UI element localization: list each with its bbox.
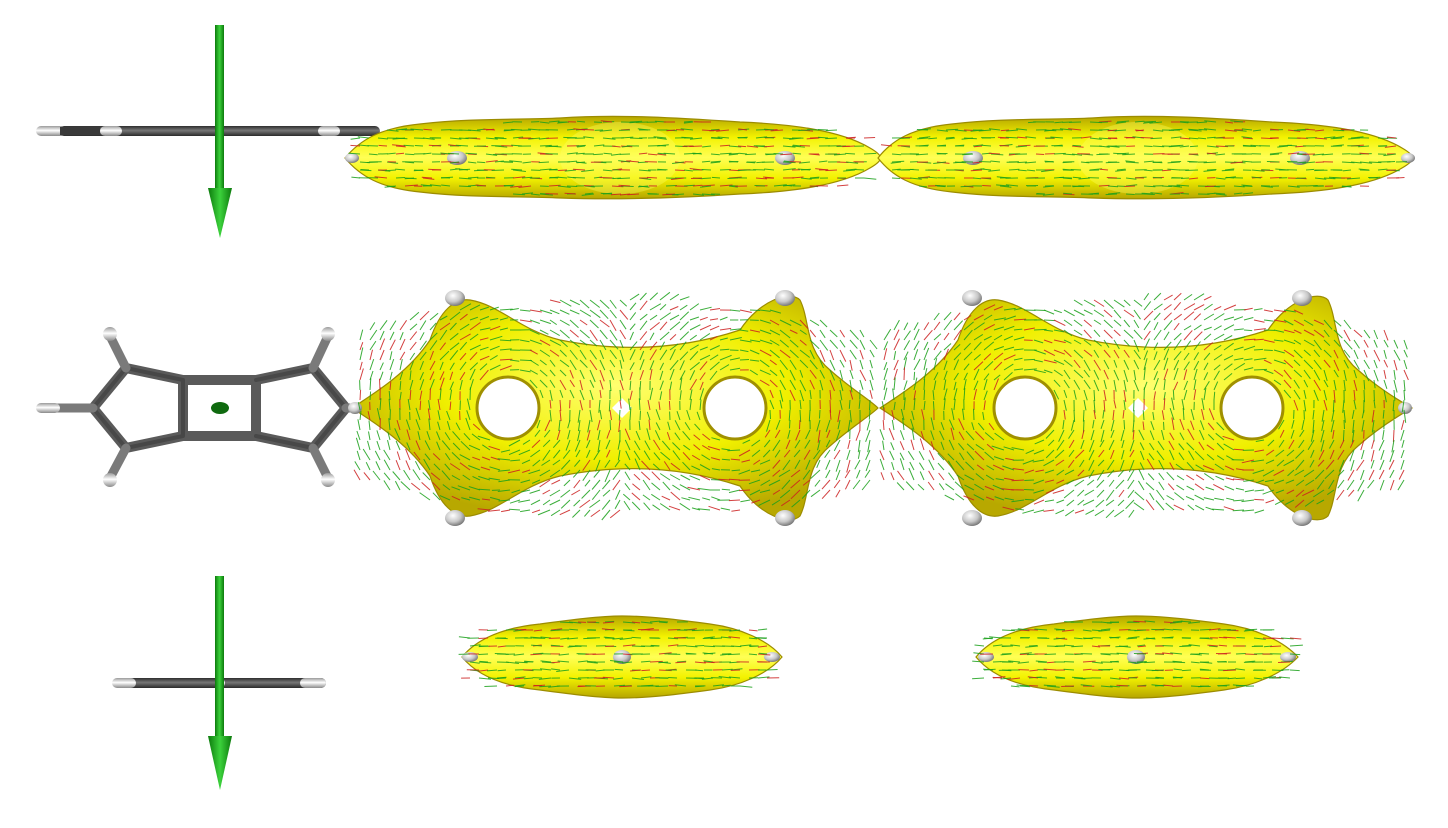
dot-icon [211, 402, 229, 414]
hydrogen-atom [962, 290, 982, 306]
ring-hole [702, 375, 768, 441]
arrow-down-icon [208, 736, 232, 790]
side-view-bond [40, 126, 380, 136]
top-view-molecule [36, 327, 365, 487]
hydrogen-atom [318, 126, 340, 136]
hydrogen-atom [321, 327, 335, 341]
side-view-molecule [36, 126, 380, 136]
current-density-vectors [348, 120, 1409, 688]
hydrogen-atom [36, 126, 66, 136]
hydrogen-atom [775, 510, 795, 526]
end-view-isosurface-right [975, 615, 1299, 699]
arrow-down-icon [215, 25, 224, 190]
arrow-down-icon [215, 576, 224, 738]
hydrogen-atom [445, 510, 465, 526]
carbon-atom [60, 127, 100, 135]
side-view-axis-arrow [208, 25, 232, 238]
hydrogen-atom [1292, 510, 1312, 526]
arrow-down-icon [208, 188, 232, 238]
hydrogen-atom [445, 290, 465, 306]
hydrogen-atom [36, 403, 60, 413]
end-view-axis-arrow [208, 576, 232, 790]
hydrogen-atom [962, 510, 982, 526]
hydrogen-atom [100, 126, 122, 136]
top-view-isosurface-right [878, 290, 1414, 526]
ring-hole [1219, 375, 1285, 441]
ring-hole [992, 375, 1058, 441]
hydrogen-atom [321, 473, 335, 487]
ring-hole [475, 375, 541, 441]
hydrogen-atom [775, 290, 795, 306]
hydrogen-atom [103, 327, 117, 341]
hydrogen-atom [112, 678, 136, 688]
hydrogen-atom [447, 151, 467, 165]
top-view-isosurface-left [348, 290, 879, 526]
hydrogen-atom [300, 678, 326, 688]
hydrogen-atom [103, 473, 117, 487]
hydrogen-atom [1292, 290, 1312, 306]
